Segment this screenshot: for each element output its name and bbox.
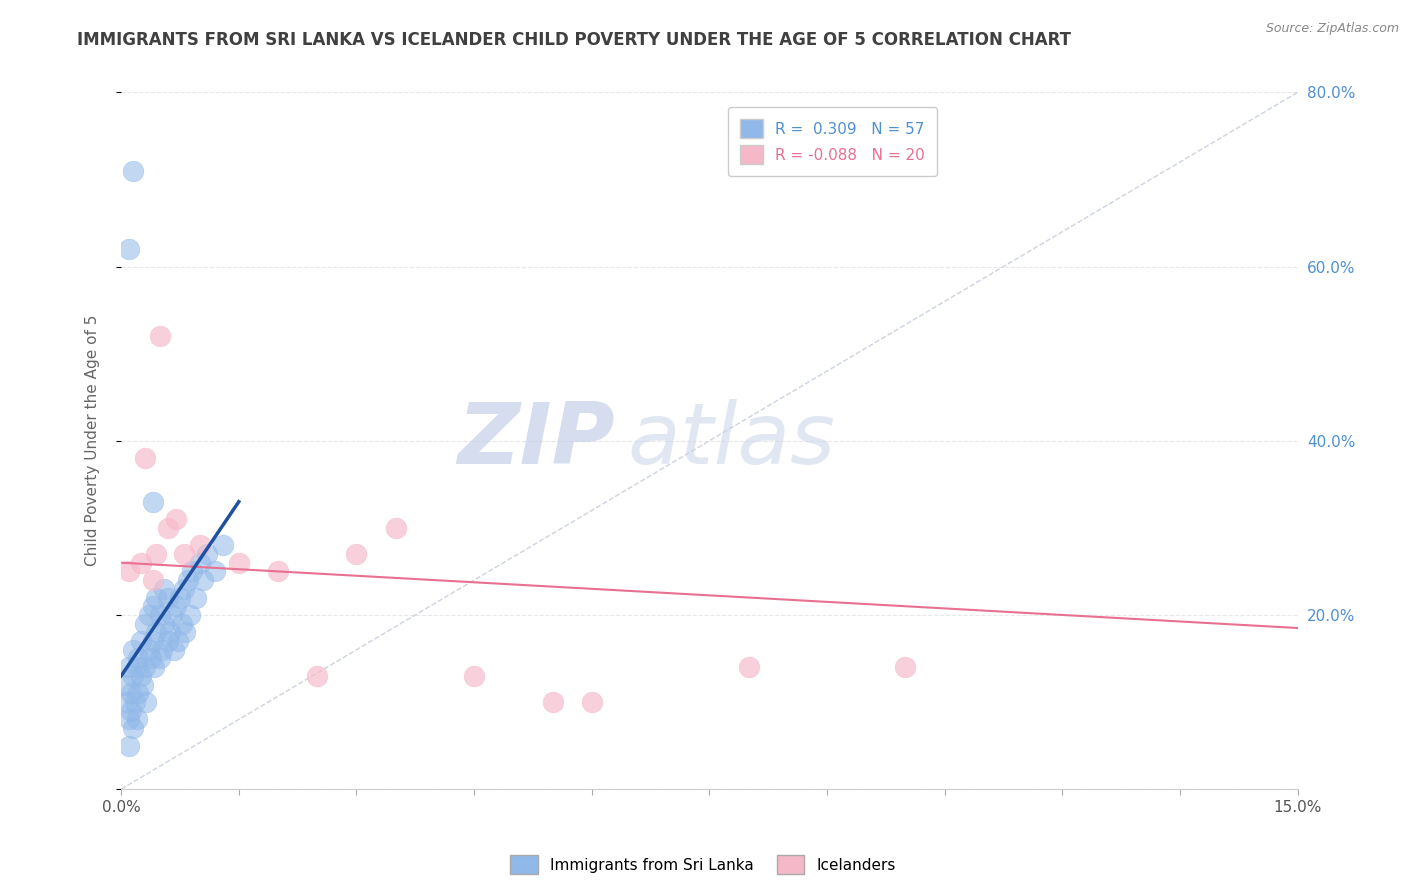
Point xyxy=(118,565,141,579)
Point xyxy=(463,669,485,683)
Point xyxy=(384,521,406,535)
Point xyxy=(179,607,201,622)
Point xyxy=(157,591,180,605)
Point xyxy=(134,451,156,466)
Point xyxy=(122,721,145,735)
Point xyxy=(145,591,167,605)
Point xyxy=(141,599,163,614)
Legend: R =  0.309   N = 57, R = -0.088   N = 20: R = 0.309 N = 57, R = -0.088 N = 20 xyxy=(728,107,936,177)
Point xyxy=(145,625,167,640)
Point xyxy=(581,695,603,709)
Y-axis label: Child Poverty Under the Age of 5: Child Poverty Under the Age of 5 xyxy=(86,315,100,566)
Point xyxy=(177,573,200,587)
Point xyxy=(197,547,219,561)
Point xyxy=(212,538,235,552)
Point xyxy=(129,669,152,683)
Point xyxy=(145,547,167,561)
Point xyxy=(173,582,195,596)
Point xyxy=(118,739,141,753)
Legend: Immigrants from Sri Lanka, Icelanders: Immigrants from Sri Lanka, Icelanders xyxy=(505,849,901,880)
Point xyxy=(149,329,172,343)
Point xyxy=(117,695,139,709)
Point xyxy=(157,634,180,648)
Point xyxy=(141,573,163,587)
Point xyxy=(172,616,194,631)
Point xyxy=(135,695,157,709)
Point xyxy=(138,607,160,622)
Point xyxy=(114,678,136,692)
Point xyxy=(188,556,211,570)
Point xyxy=(129,556,152,570)
Point xyxy=(894,660,917,674)
Point xyxy=(143,660,166,674)
Point xyxy=(173,547,195,561)
Point xyxy=(541,695,564,709)
Point xyxy=(120,704,142,718)
Point xyxy=(165,599,187,614)
Point xyxy=(307,669,329,683)
Point xyxy=(118,713,141,727)
Point xyxy=(153,582,176,596)
Point xyxy=(150,642,173,657)
Point xyxy=(118,660,141,674)
Point xyxy=(204,565,226,579)
Point xyxy=(166,634,188,648)
Point xyxy=(174,625,197,640)
Point xyxy=(163,642,186,657)
Point xyxy=(193,573,215,587)
Point xyxy=(153,616,176,631)
Point xyxy=(165,512,187,526)
Text: Source: ZipAtlas.com: Source: ZipAtlas.com xyxy=(1265,22,1399,36)
Text: ZIP: ZIP xyxy=(457,400,616,483)
Point xyxy=(118,242,141,256)
Point xyxy=(125,713,148,727)
Point xyxy=(159,625,181,640)
Point xyxy=(134,616,156,631)
Point xyxy=(134,660,156,674)
Point xyxy=(228,556,250,570)
Point xyxy=(141,634,163,648)
Point xyxy=(122,163,145,178)
Point xyxy=(132,678,155,692)
Point xyxy=(267,565,290,579)
Point xyxy=(129,634,152,648)
Point xyxy=(149,651,172,665)
Point xyxy=(120,686,142,700)
Text: atlas: atlas xyxy=(627,400,835,483)
Point xyxy=(180,565,202,579)
Point xyxy=(169,591,191,605)
Point xyxy=(122,669,145,683)
Point xyxy=(149,607,172,622)
Point xyxy=(188,538,211,552)
Text: IMMIGRANTS FROM SRI LANKA VS ICELANDER CHILD POVERTY UNDER THE AGE OF 5 CORRELAT: IMMIGRANTS FROM SRI LANKA VS ICELANDER C… xyxy=(77,31,1071,49)
Point xyxy=(141,494,163,508)
Point xyxy=(127,651,149,665)
Point xyxy=(122,642,145,657)
Point xyxy=(157,521,180,535)
Point xyxy=(125,660,148,674)
Point xyxy=(124,695,146,709)
Point xyxy=(139,651,162,665)
Point xyxy=(184,591,207,605)
Point xyxy=(138,642,160,657)
Point xyxy=(127,686,149,700)
Point xyxy=(346,547,368,561)
Point xyxy=(160,607,183,622)
Point xyxy=(737,660,759,674)
